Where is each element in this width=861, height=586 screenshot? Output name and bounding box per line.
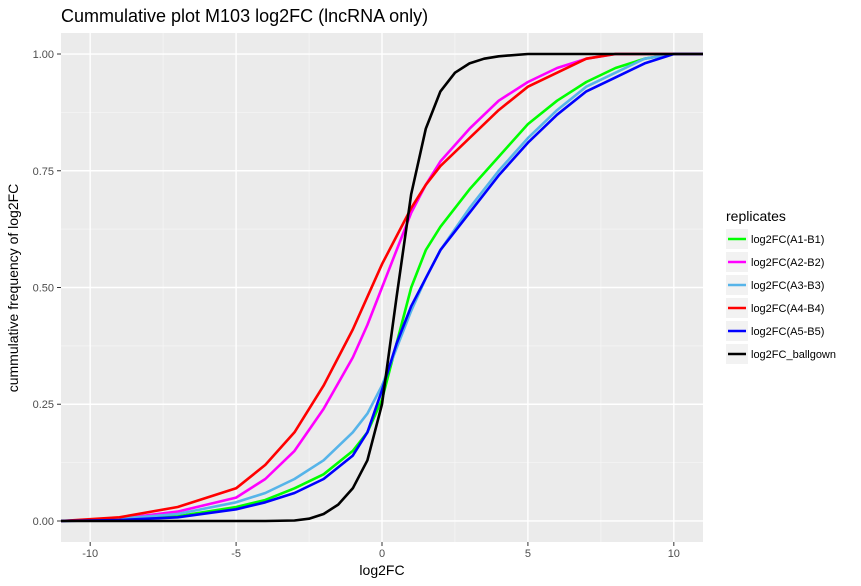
x-tick-label: -5: [231, 548, 241, 560]
y-tick-label: 0.75: [33, 166, 54, 178]
legend-title: replicates: [726, 208, 786, 224]
x-tick-label: 5: [525, 548, 531, 560]
legend-label: log2FC(A1-B1): [751, 234, 824, 246]
legend-label: log2FC(A4-B4): [751, 303, 824, 315]
series-line-4: [60, 52, 703, 523]
x-axis-title: log2FC: [359, 562, 404, 578]
legend: replicates log2FC(A1-B1) log2FC(A2-B2) log…: [726, 208, 836, 364]
x-tick-label: -10: [82, 548, 98, 560]
y-tick-label: 0.50: [33, 283, 54, 295]
y-tick-label: 1.00: [33, 49, 54, 61]
legend-label: log2FC_ballgown: [751, 349, 836, 361]
legend-label: log2FC(A3-B3): [751, 280, 824, 292]
x-axis: -10 -5 0 5 10: [82, 542, 680, 560]
series-line-1: [60, 52, 703, 523]
legend-label: log2FC(A5-B5): [751, 326, 824, 338]
legend-label: log2FC(A2-B2): [751, 257, 824, 269]
y-axis: 0.00 0.25 0.50 0.75 1.00: [33, 49, 61, 528]
x-tick-label: 0: [379, 548, 385, 560]
y-tick-label: 0.00: [33, 516, 54, 528]
series-line-3: [60, 52, 703, 523]
series-line-6: [61, 52, 703, 523]
y-tick-label: 0.25: [33, 399, 54, 411]
chart-title: Cummulative plot M103 log2FC (lncRNA onl…: [61, 6, 428, 26]
y-axis-title: cummulative frequency of log2FC: [5, 184, 21, 393]
x-tick-label: 10: [668, 548, 680, 560]
plot-area: [60, 33, 703, 542]
series-line-5: [60, 52, 703, 523]
